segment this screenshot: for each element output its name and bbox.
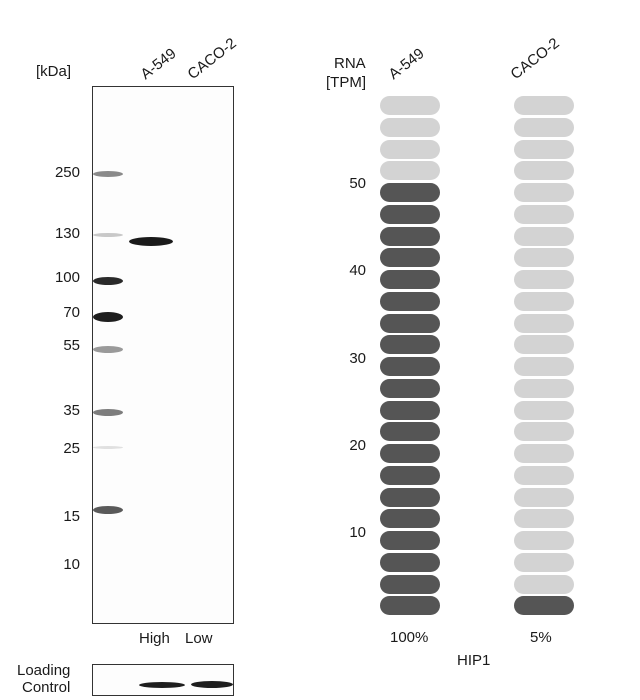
ladder-band-100	[93, 277, 123, 285]
ladder-band-250	[93, 171, 123, 177]
ladder-band-25	[93, 446, 123, 449]
empty-segment	[514, 378, 574, 398]
loading-control-label-line1: Loading	[17, 662, 71, 679]
empty-segment	[514, 465, 574, 485]
tpm-tick-30: 30	[349, 350, 366, 367]
empty-segment	[514, 487, 574, 507]
filled-segment	[380, 335, 440, 355]
empty-segment	[514, 270, 574, 289]
a549-protein-band	[129, 237, 173, 246]
filled-segment	[380, 183, 440, 202]
marker-label-35: 35	[63, 402, 80, 419]
loading-control-label-line2: Control	[22, 679, 71, 696]
ladder-band-55	[93, 346, 123, 353]
empty-segment	[514, 226, 574, 246]
percentage-a549: 100%	[390, 629, 429, 646]
empty-segment	[514, 248, 574, 268]
loading-control-blot	[92, 664, 234, 696]
empty-segment	[514, 422, 574, 442]
empty-segment	[514, 552, 574, 572]
rna-header-line2: [TPM]	[326, 74, 366, 91]
empty-segment	[514, 574, 574, 594]
ladder-band-130	[93, 233, 123, 237]
empty-segment	[514, 161, 574, 181]
empty-segment	[514, 139, 574, 159]
marker-label-130: 130	[54, 225, 80, 242]
empty-segment	[514, 291, 574, 311]
empty-segment	[514, 313, 574, 333]
rna-label-a549: A-549	[385, 44, 428, 83]
marker-label-70: 70	[63, 304, 80, 321]
filled-segment	[380, 270, 440, 289]
filled-segment	[380, 226, 440, 246]
percentage-caco2: 5%	[530, 629, 552, 646]
filled-segment	[380, 357, 440, 376]
filled-segment	[380, 378, 440, 398]
filled-segment	[380, 422, 440, 442]
rna-label-caco2: CACO-2	[507, 34, 563, 83]
filled-segment	[380, 509, 440, 529]
expression-label-high: High	[139, 630, 170, 647]
empty-segment	[514, 531, 574, 550]
kda-label: [kDa]	[36, 63, 72, 80]
rna-bar-caco2	[514, 96, 574, 618]
filled-segment	[380, 487, 440, 507]
tpm-tick-40: 40	[349, 262, 366, 279]
ladder-band-15	[93, 506, 123, 514]
gene-name: HIP1	[457, 652, 491, 669]
empty-segment	[380, 117, 440, 137]
filled-segment	[514, 596, 574, 616]
filled-segment	[380, 596, 440, 616]
expression-label-low: Low	[185, 630, 213, 647]
filled-segment	[380, 444, 440, 463]
tpm-tick-20: 20	[349, 437, 366, 454]
marker-label-55: 55	[63, 337, 80, 354]
empty-segment	[514, 117, 574, 137]
lane-label-caco2: CACO-2	[184, 34, 240, 83]
filled-segment	[380, 400, 440, 420]
empty-segment	[514, 357, 574, 376]
lane-label-a549: A-549	[137, 44, 180, 83]
rna-header-line1: RNA	[334, 55, 366, 72]
filled-segment	[380, 465, 440, 485]
filled-segment	[380, 291, 440, 311]
marker-label-10: 10	[63, 556, 80, 573]
tpm-tick-10: 10	[349, 524, 366, 541]
tpm-tick-50: 50	[349, 175, 366, 192]
filled-segment	[380, 552, 440, 572]
loading-band-caco2	[191, 681, 233, 688]
filled-segment	[380, 248, 440, 268]
marker-label-15: 15	[63, 508, 80, 525]
empty-segment	[514, 204, 574, 224]
marker-label-25: 25	[63, 440, 80, 457]
empty-segment	[514, 335, 574, 355]
empty-segment	[380, 161, 440, 181]
filled-segment	[380, 204, 440, 224]
filled-segment	[380, 313, 440, 333]
empty-segment	[514, 96, 574, 115]
ladder-band-70	[93, 312, 123, 322]
empty-segment	[514, 509, 574, 529]
rna-bar-a549	[380, 96, 440, 618]
marker-label-250: 250	[54, 164, 80, 181]
empty-segment	[514, 444, 574, 463]
filled-segment	[380, 574, 440, 594]
empty-segment	[380, 96, 440, 115]
ladder-band-35	[93, 409, 123, 416]
empty-segment	[380, 139, 440, 159]
loading-band-a549	[139, 682, 185, 688]
empty-segment	[514, 183, 574, 202]
empty-segment	[514, 400, 574, 420]
marker-label-100: 100	[54, 269, 80, 286]
filled-segment	[380, 531, 440, 550]
western-blot-image	[92, 86, 234, 624]
